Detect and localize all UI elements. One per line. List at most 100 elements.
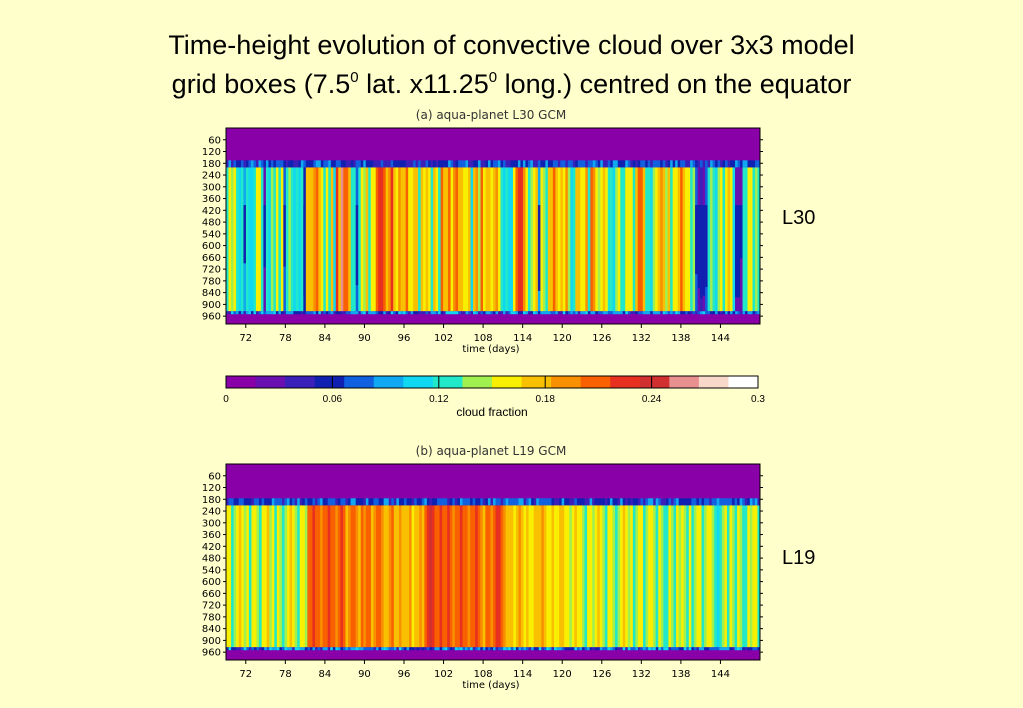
boundary-layer-cell <box>493 647 496 651</box>
heatmap-column <box>585 167 589 312</box>
heatmap-column <box>510 167 514 312</box>
heatmap-column <box>512 167 516 312</box>
cloud-top-cell <box>335 160 339 168</box>
boundary-layer-cell <box>747 311 751 315</box>
cloud-top-cell <box>632 498 636 506</box>
cloud-top-cell <box>278 160 282 168</box>
x-tick-label: 132 <box>632 669 651 680</box>
heatmap-column <box>328 167 332 312</box>
panel-title: (b) aqua-planet L19 GCM <box>416 444 567 458</box>
cloud-top-cell <box>605 160 609 168</box>
boundary-layer-cell <box>315 311 319 315</box>
boundary-layer-cell <box>512 311 516 315</box>
boundary-layer-cell <box>570 311 574 315</box>
boundary-layer-cell <box>468 311 471 315</box>
cloud-top-cell <box>590 160 594 168</box>
boundary-layer-cell <box>702 311 706 315</box>
boundary-layer-cell <box>404 647 407 651</box>
heatmap-column <box>627 167 631 312</box>
boundary-layer-cell <box>440 311 444 315</box>
boundary-layer-cell <box>732 647 735 651</box>
cloud-top-cell <box>640 498 644 506</box>
cloud-top-cell <box>465 498 468 506</box>
x-tick-label: 144 <box>711 333 730 344</box>
boundary-layer-cell <box>300 311 304 315</box>
heatmap-column <box>390 167 394 312</box>
x-tick-label: 84 <box>319 669 332 680</box>
cloud-top-cell <box>281 498 285 506</box>
boundary-layer-cell <box>383 311 387 315</box>
cloud-top-cell <box>405 160 409 168</box>
heatmap-column <box>426 505 430 648</box>
cloud-top-cell <box>444 498 448 506</box>
heatmap-column <box>612 167 616 312</box>
boundary-layer-cell <box>437 647 440 651</box>
cloud-top-cell <box>500 498 504 506</box>
boundary-layer-cell <box>712 311 716 315</box>
heatmap-column <box>381 505 385 648</box>
boundary-layer-cell <box>409 647 413 651</box>
heatmap-column <box>289 505 293 648</box>
cloud-top-cell <box>325 160 329 168</box>
boundary-layer-cell <box>721 647 725 651</box>
cloud-top-cell <box>270 160 274 168</box>
heatmap-column <box>747 505 751 648</box>
cloud-top-cell <box>512 160 516 168</box>
cloud-top-cell <box>310 160 314 168</box>
colorbar-swatch <box>698 376 729 388</box>
cloud-top-cell <box>233 498 237 506</box>
heatmap-column <box>752 505 756 648</box>
boundary-layer-cell <box>455 311 459 315</box>
boundary-layer-cell <box>709 647 713 651</box>
cloud-top-cell <box>365 160 369 168</box>
boundary-layer-cell <box>435 311 439 315</box>
heatmap-column <box>647 167 651 312</box>
heatmap-column <box>421 505 425 648</box>
cloud-top-cell <box>413 160 417 168</box>
cloud-top-cell <box>726 498 730 506</box>
heatmap-column <box>460 167 464 312</box>
boundary-layer-cell <box>428 311 432 315</box>
cloud-top-cell <box>752 498 756 506</box>
heatmap-column <box>513 505 517 648</box>
boundary-layer-cell <box>398 311 402 315</box>
cloud-top-cell <box>622 160 626 168</box>
y-tick-label: 900 <box>202 300 221 311</box>
boundary-layer-cell <box>670 311 674 315</box>
heatmap-column <box>423 167 427 312</box>
boundary-layer-cell <box>294 647 298 651</box>
boundary-layer-cell <box>393 311 397 315</box>
boundary-layer-cell <box>467 647 471 651</box>
heatmap-column <box>453 167 456 312</box>
heatmap-column <box>462 505 466 648</box>
boundary-layer-cell <box>652 311 656 315</box>
low-cloud-cell <box>303 205 307 296</box>
cloud-top-cell <box>363 160 367 168</box>
boundary-layer-cell <box>465 311 469 315</box>
cloud-top-cell <box>732 160 736 168</box>
heatmap-column <box>490 505 494 648</box>
cloud-top-cell <box>426 498 430 506</box>
heatmap-column <box>709 505 713 648</box>
boundary-layer-cell <box>245 311 249 315</box>
heatmap-column <box>552 167 556 312</box>
heatmap-column <box>564 505 568 648</box>
boundary-layer-cell <box>438 311 441 315</box>
heatmap-column <box>625 167 629 312</box>
heatmap-column <box>428 167 432 312</box>
cloud-top-cell <box>574 498 578 506</box>
heatmap-column <box>615 505 618 648</box>
heatmap-column <box>565 167 569 312</box>
boundary-layer-cell <box>615 647 618 651</box>
boundary-layer-cell <box>526 647 529 651</box>
heatmap-column <box>682 167 686 312</box>
boundary-layer-cell <box>620 311 624 315</box>
cloud-top-cell <box>530 160 534 168</box>
boundary-layer-cell <box>574 647 578 651</box>
cloud-top-cell <box>478 160 481 168</box>
heatmap-column <box>497 167 501 312</box>
boundary-layer-cell <box>589 647 593 651</box>
heatmap-column <box>577 167 581 312</box>
cloud-top-cell <box>698 498 702 506</box>
cloud-top-cell <box>648 498 652 506</box>
